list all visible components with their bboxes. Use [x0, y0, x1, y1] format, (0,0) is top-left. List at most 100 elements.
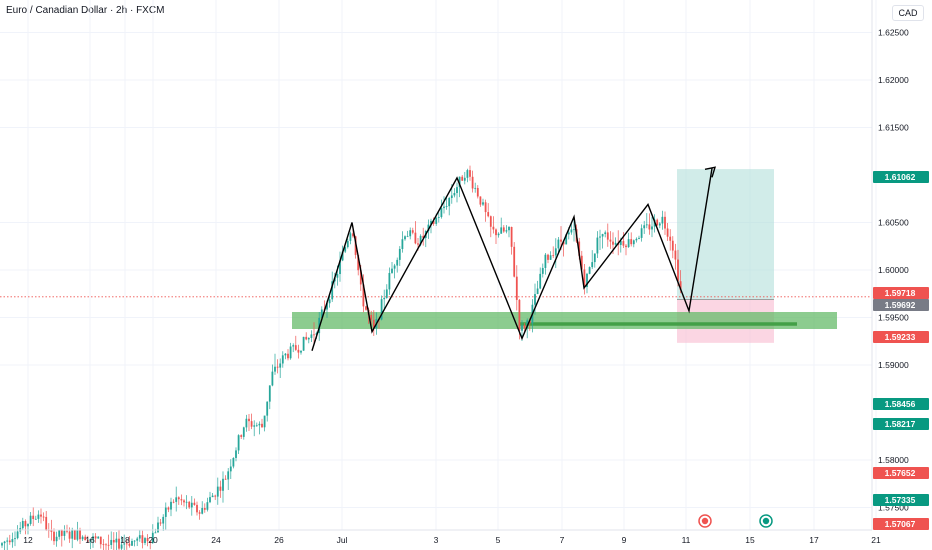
candle-body — [196, 504, 198, 513]
candle-body — [261, 423, 263, 428]
candle-body — [297, 349, 300, 353]
candle-body — [596, 237, 599, 254]
candle-body — [380, 299, 383, 320]
candle-body — [84, 536, 87, 541]
candle-body — [222, 478, 224, 491]
candle-body — [224, 478, 227, 480]
flag-event-icon[interactable] — [698, 514, 712, 528]
candle-body — [305, 336, 308, 340]
candle-body — [505, 230, 508, 232]
candle-body — [471, 176, 474, 189]
candle-body — [94, 536, 97, 539]
candle-body — [458, 176, 461, 188]
candle-body — [630, 239, 633, 245]
candle-body — [300, 350, 302, 353]
candle-body — [175, 497, 178, 502]
price-tag-label: 1.59692 — [885, 300, 916, 310]
candle-body — [209, 497, 211, 503]
price-tag: 1.57652 — [873, 467, 929, 479]
candle-body — [131, 541, 133, 546]
candle-body — [523, 325, 526, 329]
candle-body — [284, 353, 287, 356]
candle-body — [146, 538, 149, 542]
candle-body — [573, 229, 575, 231]
candle-body — [60, 530, 63, 536]
y-axis: 1.62500 1.62000 1.61500 1.60500 1.60000 1.595… — [871, 0, 909, 530]
candle-body — [398, 248, 401, 260]
candle-body — [515, 276, 518, 300]
price-tag-bg — [873, 518, 929, 530]
candle-body — [445, 206, 448, 207]
candle-body — [661, 216, 664, 224]
candle-body — [170, 501, 172, 510]
candle-body — [536, 288, 539, 295]
candle-body — [227, 471, 230, 480]
candle-body — [383, 297, 386, 300]
candle-body — [570, 229, 573, 233]
price-tag-label: 1.59718 — [885, 288, 916, 298]
candle-body — [370, 315, 373, 320]
price-tag: 1.58217 — [873, 418, 929, 430]
x-tick-label: 17 — [809, 535, 819, 545]
candle-body — [149, 541, 152, 543]
candle-body — [24, 521, 27, 527]
candle-body — [107, 544, 110, 546]
candle-body — [307, 337, 310, 340]
candle-body — [518, 299, 521, 331]
candle-body — [133, 540, 136, 542]
candle-body — [500, 227, 503, 234]
zones — [0, 169, 872, 343]
price-tag: 1.57335 — [873, 494, 929, 506]
candle-body — [487, 212, 490, 217]
candle-body — [112, 539, 115, 543]
candle-body — [526, 320, 529, 329]
price-tag-bg — [873, 299, 929, 311]
currency-button[interactable]: CAD — [892, 5, 924, 21]
candle-body — [567, 232, 570, 235]
candle-body — [606, 232, 609, 240]
candle-body — [336, 274, 339, 278]
candle-body — [274, 366, 276, 372]
candle-body — [115, 538, 118, 543]
candle-body — [406, 236, 409, 238]
arrow-head-icon — [704, 166, 717, 178]
candle-body — [92, 536, 94, 540]
candle-body — [469, 170, 471, 177]
flag-dot — [762, 517, 770, 525]
flag-event-icon[interactable] — [759, 514, 773, 528]
candle-body — [622, 241, 625, 246]
candle-body — [86, 540, 89, 542]
candle-body — [453, 192, 456, 196]
price-tag-label: 1.59233 — [885, 332, 916, 342]
candle-body — [456, 187, 458, 193]
candle-body — [385, 289, 388, 298]
candle-body — [302, 336, 305, 351]
price-tag: 1.57067 — [873, 518, 929, 530]
candle-body — [266, 401, 269, 416]
candle-body — [474, 187, 477, 189]
y-tick-label: 1.59500 — [878, 313, 909, 323]
x-tick-label: 24 — [211, 535, 221, 545]
candle-body — [489, 216, 492, 227]
candle-body — [235, 450, 237, 458]
x-tick-label: 12 — [23, 535, 33, 545]
candle-body — [214, 495, 217, 497]
candle-body — [281, 355, 284, 364]
candle-body — [476, 187, 479, 197]
candle-body — [430, 220, 432, 225]
candle-body — [63, 530, 66, 536]
candle-body — [344, 247, 347, 252]
candle-body — [81, 536, 84, 540]
candle-body — [180, 499, 183, 501]
event-flags[interactable] — [698, 514, 773, 528]
price-tag: 1.59718 — [873, 287, 929, 299]
candle-body — [404, 236, 406, 240]
candle-body — [141, 535, 144, 544]
candle-body — [110, 539, 113, 545]
candle-body — [287, 353, 289, 359]
chart-title: Euro / Canadian Dollar · 2h · FXCM — [6, 5, 165, 16]
pattern-lines — [311, 166, 717, 351]
x-tick-label: 9 — [622, 535, 627, 545]
price-tag: 1.59233 — [873, 331, 929, 343]
